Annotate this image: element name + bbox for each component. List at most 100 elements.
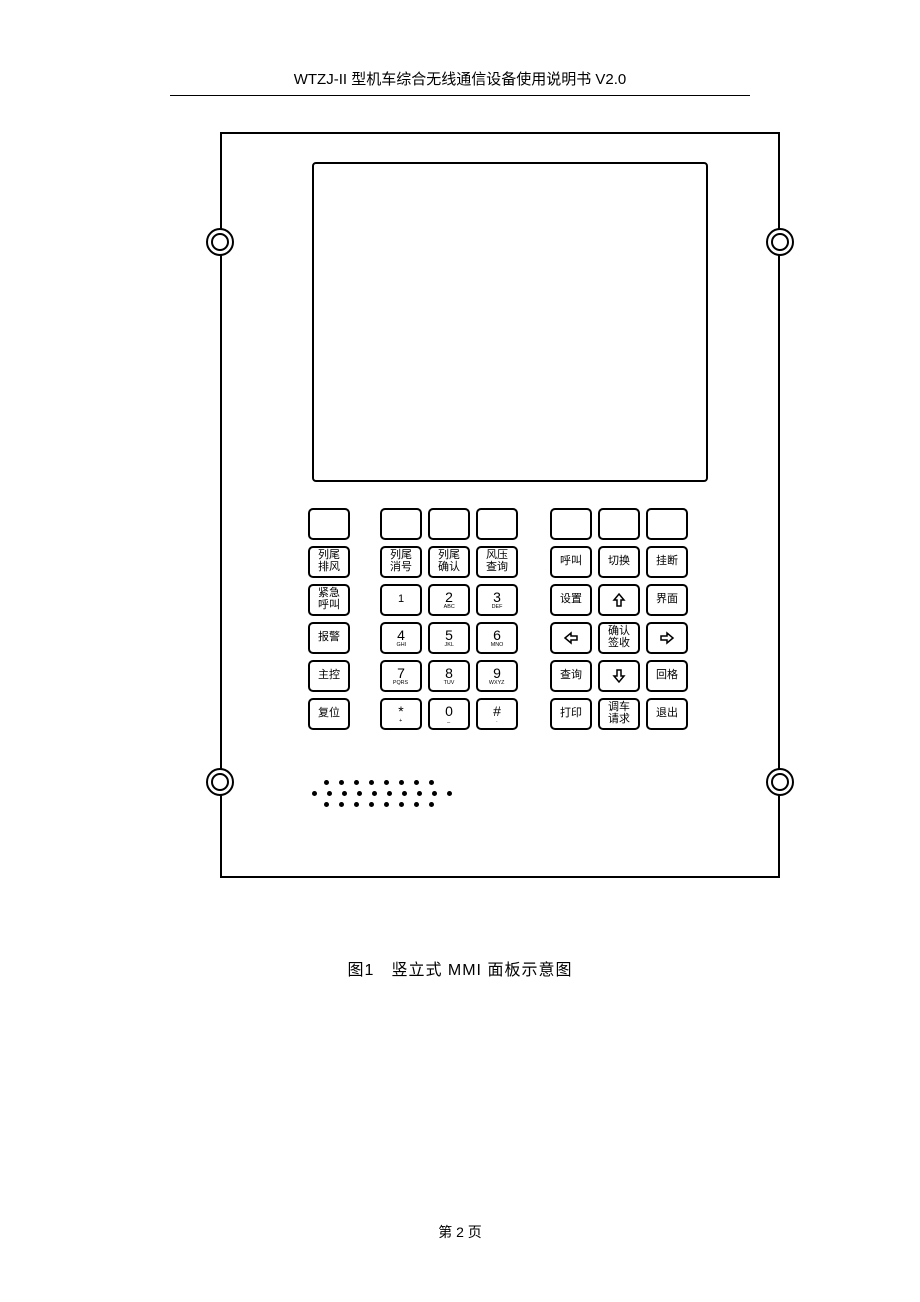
key-line2: 请求 [608, 714, 630, 726]
key-label: 退出 [656, 708, 678, 720]
figure-caption: 图1 竖立式 MMI 面板示意图 [0, 956, 920, 980]
arrow-right-button[interactable] [646, 622, 688, 654]
speaker-hole-icon [342, 791, 347, 796]
key-line2: 呼叫 [318, 600, 340, 612]
speaker-hole-icon [384, 780, 389, 785]
mmi-panel: 列尾排风列尾消号列尾确认风压查询呼叫切换挂断紧急呼叫12ABC3DEF设置界面报… [220, 132, 780, 878]
speaker-hole-icon [354, 780, 359, 785]
key-row: 主控 7PQRS8TUV9WXYZ 查询 回格 [308, 660, 712, 692]
key-button[interactable]: 界面 [646, 584, 688, 616]
key-button[interactable]: 切换 [598, 546, 640, 578]
softkey[interactable] [380, 508, 422, 540]
softkey[interactable] [598, 508, 640, 540]
key-button[interactable]: 回格 [646, 660, 688, 692]
key-button[interactable]: 7PQRS [380, 660, 422, 692]
speaker-hole-icon [324, 802, 329, 807]
key-row: 复位 *+0_#. 打印 调车请求 退出 [308, 698, 712, 730]
softkey[interactable] [550, 508, 592, 540]
softkey[interactable] [476, 508, 518, 540]
key-sub: TUV [444, 680, 455, 685]
speaker-hole-icon [399, 802, 404, 807]
speaker-hole-icon [369, 780, 374, 785]
key-label: 打印 [560, 708, 582, 720]
key-line2: 消号 [390, 562, 412, 574]
key-label: 1 [398, 594, 404, 606]
display-screen [312, 162, 708, 482]
key-line2: 确认 [438, 562, 460, 574]
key-button[interactable]: 6MNO [476, 622, 518, 654]
arrow-up-button[interactable] [598, 584, 640, 616]
key-button[interactable]: 列尾排风 [308, 546, 350, 578]
key-label: 挂断 [656, 556, 678, 568]
key-button[interactable]: 4GHI [380, 622, 422, 654]
key-button[interactable]: 风压查询 [476, 546, 518, 578]
key-label: 查询 [560, 670, 582, 682]
screw-icon [206, 228, 234, 256]
key-button[interactable]: #. [476, 698, 518, 730]
page-number: 第 2 页 [0, 1222, 920, 1242]
softkey[interactable] [308, 508, 350, 540]
key-button[interactable]: 9WXYZ [476, 660, 518, 692]
key-button[interactable]: 复位 [308, 698, 350, 730]
key-label: 切换 [608, 556, 630, 568]
key-button[interactable]: 主控 [308, 660, 350, 692]
speaker-hole-icon [414, 780, 419, 785]
key-button[interactable]: *+ [380, 698, 422, 730]
key-button[interactable]: 挂断 [646, 546, 688, 578]
key-button[interactable]: 2ABC [428, 584, 470, 616]
key-sub: WXYZ [489, 680, 505, 685]
key-button[interactable]: 列尾消号 [380, 546, 422, 578]
header-rule [170, 95, 750, 96]
speaker-hole-icon [432, 791, 437, 796]
key-button[interactable]: 设置 [550, 584, 592, 616]
key-button[interactable]: 呼叫 [550, 546, 592, 578]
key-label: 回格 [656, 670, 678, 682]
key-label: 界面 [656, 594, 678, 606]
speaker-hole-icon [402, 791, 407, 796]
softkey[interactable] [428, 508, 470, 540]
arrow-down-button[interactable] [598, 660, 640, 692]
key-button[interactable]: 5JKL [428, 622, 470, 654]
key-button[interactable]: 紧急呼叫 [308, 584, 350, 616]
speaker-hole-icon [414, 802, 419, 807]
key-label: 主控 [318, 670, 340, 682]
key-button[interactable]: 报警 [308, 622, 350, 654]
key-button[interactable]: 3DEF [476, 584, 518, 616]
key-sub: GHI [396, 642, 406, 647]
screw-icon [766, 768, 794, 796]
key-sub: JKL [444, 642, 453, 647]
key-button[interactable]: 确认签收 [598, 622, 640, 654]
key-button[interactable]: 1 [380, 584, 422, 616]
key-button[interactable]: 退出 [646, 698, 688, 730]
doc-header: WTZJ-II 型机车综合无线通信设备使用说明书 V2.0 [294, 71, 627, 88]
speaker-hole-icon [324, 780, 329, 785]
arrow-up-icon [611, 592, 627, 608]
speaker-grille [324, 780, 452, 807]
key-sub: _ [447, 718, 450, 723]
speaker-hole-icon [429, 802, 434, 807]
speaker-hole-icon [372, 791, 377, 796]
key-label: 复位 [318, 708, 340, 720]
key-button[interactable]: 调车请求 [598, 698, 640, 730]
arrow-right-icon [659, 630, 675, 646]
arrow-down-icon [611, 668, 627, 684]
key-main: # [493, 704, 501, 718]
speaker-hole-icon [357, 791, 362, 796]
key-button[interactable]: 0_ [428, 698, 470, 730]
key-button[interactable]: 8TUV [428, 660, 470, 692]
speaker-hole-icon [312, 791, 317, 796]
arrow-left-button[interactable] [550, 622, 592, 654]
key-main: * [398, 704, 403, 718]
key-main: 3 [493, 590, 501, 604]
speaker-hole-icon [369, 802, 374, 807]
key-button[interactable]: 打印 [550, 698, 592, 730]
keypad: 列尾排风列尾消号列尾确认风压查询呼叫切换挂断紧急呼叫12ABC3DEF设置界面报… [308, 502, 712, 730]
key-button[interactable]: 列尾确认 [428, 546, 470, 578]
key-button[interactable]: 查询 [550, 660, 592, 692]
key-main: 7 [397, 666, 405, 680]
softkey-row [308, 508, 712, 540]
speaker-hole-icon [354, 802, 359, 807]
key-main: 6 [493, 628, 501, 642]
softkey[interactable] [646, 508, 688, 540]
screw-icon [206, 768, 234, 796]
